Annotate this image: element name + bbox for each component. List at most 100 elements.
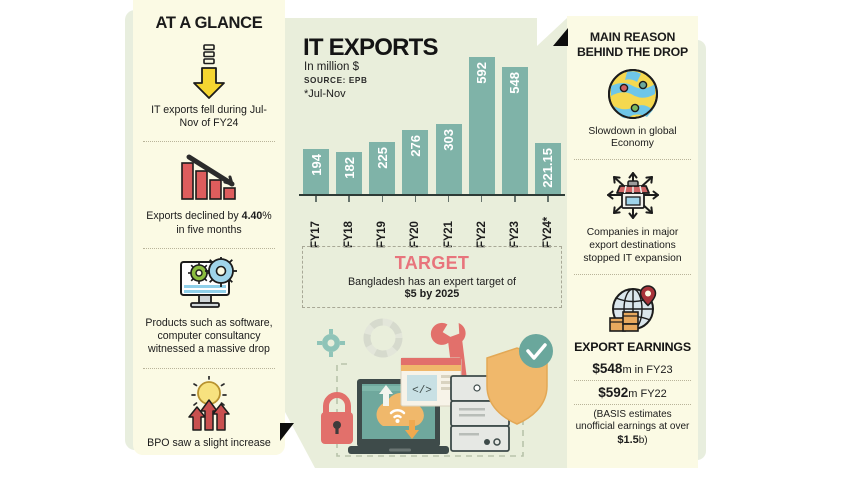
earnings-suffix-fy22: m FY22 bbox=[628, 387, 667, 400]
shield-check-icon bbox=[486, 334, 553, 425]
tick-slot bbox=[336, 196, 362, 202]
bar-FY22: 592 bbox=[468, 46, 495, 194]
bar-FY23: 548 bbox=[501, 46, 528, 194]
chart-x-ticks bbox=[299, 196, 565, 202]
tick-slot bbox=[436, 196, 462, 202]
it-exports-chart-panel: IT EXPORTS In million $ SOURCE: EPB *Jul… bbox=[285, 18, 579, 468]
chart-x-labels: FY17 FY18 FY19 FY20 FY21 FY22 FY23 FY24* bbox=[299, 206, 565, 248]
glance-item-exports-declined: Exports declined by 4.40% in five months bbox=[143, 141, 275, 247]
tick-slot bbox=[502, 196, 528, 202]
target-box: TARGET Bangladesh has an expert target o… bbox=[302, 246, 562, 308]
chart-x-axis bbox=[299, 193, 565, 196]
main-reason-title: MAIN REASON BEHIND THE DROP bbox=[574, 16, 691, 64]
x-tick bbox=[547, 196, 549, 202]
xlabel-slot: FY22 bbox=[469, 206, 495, 248]
bar-chart: 194 182 225 276 303 592 548 221.15 bbox=[299, 46, 565, 206]
bar-FY24: 221.15 bbox=[534, 46, 561, 194]
bar-value-label: 182 bbox=[341, 156, 357, 179]
bar-value-label: 225 bbox=[374, 146, 390, 169]
reason-item-label: Companies in major export destinations s… bbox=[583, 227, 682, 264]
xlabel-slot: FY17 bbox=[303, 206, 329, 248]
glance-item-bpo-increase: BPO saw a slight increase bbox=[143, 367, 275, 461]
shop-arrows-icon bbox=[574, 165, 691, 225]
bar-rect: 303 bbox=[435, 123, 462, 194]
bar-rect: 548 bbox=[501, 67, 528, 194]
xlabel-slot: FY19 bbox=[369, 206, 395, 248]
tick-slot bbox=[369, 196, 395, 202]
x-axis-label: FY17 bbox=[310, 221, 322, 248]
bar-value-label: 592 bbox=[474, 62, 490, 84]
reason-item-stopped-expansion: Companies in major export destinations s… bbox=[574, 159, 691, 274]
x-tick bbox=[514, 196, 516, 202]
bar-value-label: 276 bbox=[407, 135, 423, 157]
tick-slot bbox=[303, 196, 329, 202]
x-axis-label: FY19 bbox=[376, 221, 389, 248]
glance-item-label: Exports declined by 4.40% in five months bbox=[146, 210, 272, 236]
glance-item-exports-fell: IT exports fell during Jul-Nov of FY24 bbox=[143, 43, 275, 141]
glance-item-software-drop: Products such as software, computer cons… bbox=[143, 247, 275, 368]
chart-subtitle: In million $ bbox=[304, 61, 359, 73]
bar-FY17: 194 bbox=[303, 46, 329, 194]
earnings-amount-fy22: $592 bbox=[598, 384, 629, 400]
earnings-row-fy23: $548m in FY23 bbox=[574, 357, 691, 380]
x-axis-label: FY22 bbox=[475, 221, 488, 248]
chart-title: IT EXPORTS bbox=[303, 34, 439, 61]
main-reason-title-line1: MAIN REASON bbox=[589, 30, 676, 44]
declining-bars-icon bbox=[143, 149, 275, 207]
bar-rect: 592 bbox=[468, 57, 495, 194]
main-reason-panel: MAIN REASON BEHIND THE DROP Slowdown in … bbox=[567, 16, 698, 468]
earnings-amount-fy23: $548 bbox=[592, 360, 623, 376]
tick-slot bbox=[402, 196, 428, 202]
sun-rising-arrows-icon bbox=[143, 375, 275, 434]
at-a-glance-title: AT A GLANCE bbox=[155, 14, 263, 32]
x-axis-label: FY23 bbox=[508, 221, 521, 248]
bar-value-label: 548 bbox=[507, 72, 523, 94]
monitor-gears-icon bbox=[143, 256, 275, 314]
target-description: Bangladesh has an expert target of bbox=[347, 276, 517, 288]
xlabel-slot: FY23 bbox=[502, 206, 528, 248]
globe-boxes-location-icon bbox=[574, 280, 691, 340]
export-earnings-title: EXPORT EARNINGS bbox=[574, 339, 691, 354]
target-title: TARGET bbox=[394, 253, 470, 273]
reason-item-global-slowdown: Slowdown in global Economy bbox=[574, 64, 691, 160]
code-browser-window-icon: </> bbox=[400, 357, 462, 407]
bar-value-label: 303 bbox=[441, 128, 457, 151]
bar-rect: 276 bbox=[402, 130, 429, 194]
earnings-row-fy22: $592m FY22 bbox=[574, 379, 691, 404]
ring-icon bbox=[363, 318, 403, 358]
x-tick bbox=[480, 196, 483, 202]
x-axis-label: FY24* bbox=[541, 217, 554, 248]
tick-slot bbox=[535, 196, 561, 202]
bar-FY18: 182 bbox=[336, 46, 363, 194]
glance-item-label: BPO saw a slight increase bbox=[147, 436, 271, 449]
gear-icon bbox=[317, 329, 345, 357]
main-reason-title-line2: BEHIND THE DROP bbox=[576, 44, 689, 59]
bar-rect: 225 bbox=[369, 141, 396, 194]
x-tick bbox=[348, 196, 350, 202]
svg-text:</>: </> bbox=[412, 385, 432, 397]
earnings-suffix-fy23: m in FY23 bbox=[622, 363, 673, 376]
glance-item-label: IT exports fell during Jul-Nov of FY24 bbox=[151, 104, 267, 130]
bar-rect: 194 bbox=[303, 149, 329, 194]
x-axis-label: FY20 bbox=[409, 221, 422, 248]
globe-world-icon bbox=[574, 64, 691, 124]
x-tick bbox=[381, 196, 384, 202]
export-earnings-section: EXPORT EARNINGS $548m in FY23 $592m FY22… bbox=[574, 273, 691, 452]
bar-rect: 182 bbox=[336, 151, 363, 194]
padlock-icon bbox=[321, 392, 353, 444]
center-panel-fold-icon bbox=[280, 423, 294, 441]
tick-slot bbox=[469, 196, 495, 202]
glance-item-label: Products such as software, computer cons… bbox=[145, 316, 273, 356]
chart-source: SOURCE: EPB bbox=[304, 76, 368, 85]
chart-note: *Jul-Nov bbox=[304, 88, 346, 100]
bar-FY19: 225 bbox=[369, 46, 396, 194]
bar-FY20: 276 bbox=[402, 46, 429, 194]
x-tick bbox=[315, 196, 317, 202]
bar-rect: 221.15 bbox=[534, 142, 561, 194]
x-axis-label: FY21 bbox=[442, 221, 455, 248]
x-axis-label: FY18 bbox=[343, 221, 356, 248]
down-arrow-icon bbox=[143, 43, 275, 101]
reason-item-label: Slowdown in global Economy bbox=[588, 125, 677, 150]
earnings-basis-note: (BASIS estimates unofficial earnings at … bbox=[574, 403, 691, 452]
